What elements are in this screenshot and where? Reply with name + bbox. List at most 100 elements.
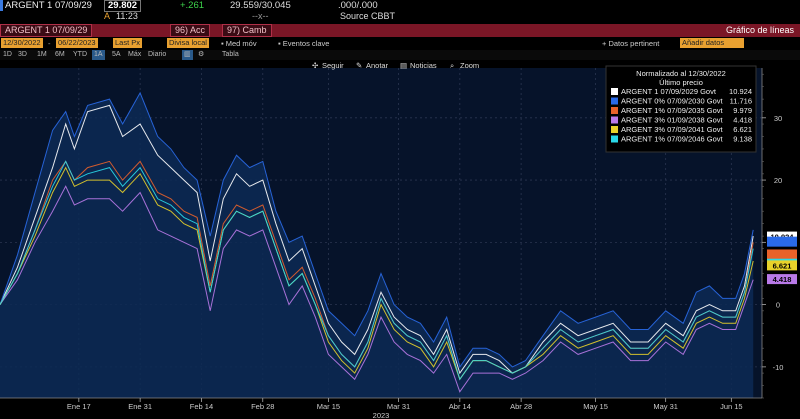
legend-box [605,65,757,153]
legend-name-1: ARGENT 0% 07/09/2030 Govt [621,97,723,106]
x-tick-label: May 15 [583,402,608,411]
legend-value-2: 9.979 [733,106,752,115]
last-label-box-2 [767,249,797,260]
med-mov-label: Med móv [225,39,257,48]
period-bar: 1D 3D 1M 6M YTD 1A 5A Máx Diario ▥ ⚙ Tab… [0,50,800,60]
price-change: +.261 [180,0,205,11]
chart-style-icon[interactable]: ▥ [182,50,193,60]
currency-select[interactable]: Divisa local [167,38,209,48]
datos-pertinent[interactable]: + Datos pertinent [602,38,659,49]
bid-ask: 29.559/30.045 [230,0,291,11]
eventos-label: Eventos clave [282,39,330,48]
quote-header: ARGENT 1 07/09/29 29.802 +.261 29.559/30… [0,0,800,12]
legend-value-4: 6.621 [733,125,752,134]
anadir-datos-field[interactable]: Añadir datos [680,38,744,48]
x-year-label: 2023 [373,411,390,419]
table-button[interactable]: Tabla [222,51,239,58]
acc-menu[interactable]: 96) Acc [170,24,211,37]
legend-name-2: ARGENT 1% 07/09/2035 Govt [621,106,723,115]
x-tick-label: Abr 28 [510,402,532,411]
legend-value-1: 11.716 [730,97,752,106]
datos-pertinent-label: Datos pertinent [608,39,660,48]
start-date-field[interactable]: 12/30/2022 [1,38,43,48]
yield-bid-ask: .000/.000 [338,0,378,11]
zoom-icon: ⌕ [450,61,454,70]
plus-icon: + [602,39,609,48]
x-axis: Ene 17 Ene 31 Feb 14 Feb 28 Mar 15 Mar 31 Abr … [0,397,762,419]
last-label-4: 6.621 [773,261,792,270]
chart-controls: 12/30/2022 - 06/22/2023 Last Px Divisa l… [0,38,800,49]
x-tick-label: Mar 31 [387,402,410,411]
period-1d[interactable]: 1D [3,51,12,58]
legend-swatch-1 [611,97,618,105]
legend-swatch-0 [611,88,618,95]
checkbox-icon: ▪ [221,39,226,48]
zoom-button[interactable]: Zoom [460,61,479,70]
x-tick-label: Ene 17 [67,402,91,411]
series-lines [0,91,754,393]
function-bar: ARGENT 1 07/09/29 96) Acc 97) Camb Gráfi… [0,24,800,37]
last-label-box-4 [767,260,797,271]
series-line-5 [0,160,754,381]
legend-name-0: ARGENT 1 07/09/2029 Govt [621,87,717,96]
seguir-icon: ✣ [312,61,319,70]
series-line-1 [0,91,754,369]
checkbox-icon: ▪ [278,39,283,48]
x-tick-label: Feb 28 [251,402,274,411]
field-select[interactable]: Last Px [113,38,143,48]
x-tick-label: May 31 [653,402,678,411]
chart-toolbar: ✣ Seguir ✎ Anotar ▤ Noticias ⌕ Zoom [312,61,479,70]
price-source: Source CBBT [340,11,396,21]
mid-dash: --x-- [252,11,269,21]
security-field[interactable]: ARGENT 1 07/09/29 [0,24,93,37]
chart-type-title: Gráfico de líneas [725,25,794,35]
x-tick-label: Abr 14 [449,402,471,411]
legend-swatch-5 [611,135,618,143]
series-line-3 [0,185,754,393]
last-price: 29.802 [104,0,142,12]
legend-swatch-2 [611,107,618,114]
legend-name-5: ARGENT 1% 07/09/2046 Govt [621,135,723,144]
period-1m[interactable]: 1M [37,51,47,58]
period-6m[interactable]: 6M [55,51,65,58]
camb-menu[interactable]: 97) Camb [222,24,272,37]
last-label-box-1 [767,236,797,247]
frequency-select[interactable]: Diario [148,51,167,58]
noticias-icon: ▤ [400,61,407,70]
legend: Normalizado al 12/30/2022 Último precio … [605,65,757,153]
x-tick-label: Ene 31 [128,402,152,411]
end-date-field[interactable]: 06/22/2023 [56,38,98,48]
y-tick-label: 30 [774,114,782,123]
seguir-button[interactable]: Seguir [322,61,344,70]
legend-swatch-3 [611,116,618,124]
period-max[interactable]: Máx [128,51,142,58]
anotar-button[interactable]: Anotar [366,61,389,70]
area-fill [0,92,754,399]
period-1a[interactable]: 1A [92,50,105,60]
eventos-toggle[interactable]: ▪ Eventos clave [278,38,329,49]
anotar-icon: ✎ [356,61,362,70]
period-3d[interactable]: 3D [18,51,27,58]
med-mov-toggle[interactable]: ▪ Med móv [221,38,257,49]
security-marker [0,0,3,11]
legend-value-5: 9.138 [733,135,752,144]
security-name[interactable]: ARGENT 1 07/09/29 [5,0,92,11]
series-line-0 [0,104,754,375]
legend-swatch-4 [611,126,618,133]
legend-name-4: ARGENT 3% 07/09/2041 Govt [621,125,723,134]
filled-area [0,92,754,399]
noticias-button[interactable]: Noticias [410,61,437,70]
y-tick-label: 20 [774,176,782,185]
y-tick-label: -10 [773,363,784,372]
period-ytd[interactable]: YTD [73,51,87,58]
quote-subheader: A 11:23 --x-- Source CBBT [0,11,800,22]
y-tick-label: 0 [776,301,780,310]
date-separator: - [48,39,51,48]
legend-value-3: 4.418 [733,116,752,125]
legend-value-0: 10.924 [729,87,752,96]
settings-icon[interactable]: ⚙ [198,51,205,58]
period-5a[interactable]: 5A [112,51,121,58]
legend-subtitle: Último precio [659,78,703,87]
